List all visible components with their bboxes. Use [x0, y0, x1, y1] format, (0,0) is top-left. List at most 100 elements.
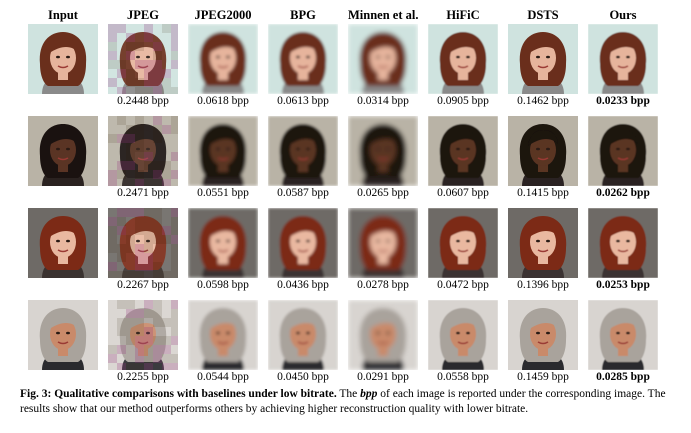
cell-row4-col2: 0.2255 bpp [108, 300, 178, 386]
caption-term: bpp [360, 388, 378, 400]
bpp-label: 0.2255 bpp [117, 371, 169, 383]
face-image [268, 208, 338, 278]
face-image [508, 300, 578, 370]
bpp-label: 0.0278 bpp [357, 279, 409, 291]
face-image [188, 116, 258, 186]
caption-text-2: of each image is reported under the corr… [20, 388, 666, 415]
cell-row2-col4: 0.0587 bpp [268, 116, 338, 202]
cell-row1-col3: 0.0618 bpp [188, 24, 258, 110]
caption-text-1: The [339, 388, 358, 400]
cell-row2-col7: 0.1415 bpp [508, 116, 578, 202]
column-header-3: JPEG2000 [194, 8, 252, 22]
cell-row4-col3: 0.0544 bpp [188, 300, 258, 386]
cell-row4-col1 [28, 300, 98, 386]
bpp-label: 0.0262 bpp [596, 187, 650, 199]
bpp-label: 0.0472 bpp [437, 279, 489, 291]
cell-row2-col1 [28, 116, 98, 202]
bpp-label: 0.0450 bpp [277, 371, 329, 383]
bpp-label: 0.0314 bpp [357, 95, 409, 107]
face-image [348, 116, 418, 186]
cell-row2-col3: 0.0551 bpp [188, 116, 258, 202]
bpp-label: 0.0265 bpp [357, 187, 409, 199]
face-image [108, 24, 178, 94]
bpp-label: 0.0905 bpp [437, 95, 489, 107]
bpp-label: 0.0253 bpp [596, 279, 650, 291]
face-image [588, 208, 658, 278]
bpp-label: 0.0436 bpp [277, 279, 329, 291]
cell-row1-col5: 0.0314 bpp [348, 24, 418, 110]
bpp-label: 0.0587 bpp [277, 187, 329, 199]
bpp-label: 0.0613 bpp [277, 95, 329, 107]
column-header-6: HiFiC [446, 8, 480, 22]
face-image [348, 24, 418, 94]
face-image [188, 24, 258, 94]
bpp-label: 0.1396 bpp [517, 279, 569, 291]
bpp-label [28, 94, 98, 110]
cell-row4-col6: 0.0558 bpp [428, 300, 498, 386]
face-image [108, 300, 178, 370]
face-image [268, 116, 338, 186]
face-image [588, 24, 658, 94]
face-image [28, 24, 98, 94]
cell-row3-col1 [28, 208, 98, 294]
cell-row4-col4: 0.0450 bpp [268, 300, 338, 386]
face-image [268, 300, 338, 370]
face-image [588, 116, 658, 186]
caption-title: Qualitative comparisons with baselines u… [54, 388, 337, 400]
face-image [428, 24, 498, 94]
cell-row3-col8: 0.0253 bpp [588, 208, 658, 294]
face-image [188, 208, 258, 278]
bpp-label: 0.0558 bpp [437, 371, 489, 383]
cell-row2-col2: 0.2471 bpp [108, 116, 178, 202]
face-image [268, 24, 338, 94]
face-image [428, 208, 498, 278]
cell-row3-col4: 0.0436 bpp [268, 208, 338, 294]
cell-row2-col5: 0.0265 bpp [348, 116, 418, 202]
column-header-5: Minnen et al. [348, 8, 419, 22]
bpp-label: 0.0544 bpp [197, 371, 249, 383]
cell-row2-col6: 0.0607 bpp [428, 116, 498, 202]
column-header-1: Input [48, 8, 78, 22]
cell-row2-col8: 0.0262 bpp [588, 116, 658, 202]
face-image [508, 116, 578, 186]
bpp-label [28, 278, 98, 294]
column-header-8: Ours [609, 8, 637, 22]
face-image [108, 116, 178, 186]
bpp-label: 0.0233 bpp [596, 95, 650, 107]
bpp-label [28, 370, 98, 386]
face-image [348, 300, 418, 370]
bpp-label: 0.1415 bpp [517, 187, 569, 199]
cell-row3-col5: 0.0278 bpp [348, 208, 418, 294]
face-image [28, 208, 98, 278]
cell-row4-col8: 0.0285 bpp [588, 300, 658, 386]
column-header-2: JPEG [127, 8, 159, 22]
face-image [28, 116, 98, 186]
face-image [188, 300, 258, 370]
cell-row4-col7: 0.1459 bpp [508, 300, 578, 386]
bpp-label: 0.0291 bpp [357, 371, 409, 383]
cell-row4-col5: 0.0291 bpp [348, 300, 418, 386]
cell-row3-col7: 0.1396 bpp [508, 208, 578, 294]
face-image [428, 300, 498, 370]
cell-row1-col8: 0.0233 bpp [588, 24, 658, 110]
cell-row3-col6: 0.0472 bpp [428, 208, 498, 294]
cell-row3-col3: 0.0598 bpp [188, 208, 258, 294]
cell-row1-col2: 0.2448 bpp [108, 24, 178, 110]
face-image [348, 208, 418, 278]
bpp-label: 0.0598 bpp [197, 279, 249, 291]
bpp-label: 0.1462 bpp [517, 95, 569, 107]
comparison-grid: Input JPEG JPEG2000 BPG Minnen et al. HiFiC DS… [28, 6, 658, 392]
cell-row1-col4: 0.0613 bpp [268, 24, 338, 110]
cell-row1-col1 [28, 24, 98, 110]
column-header-7: DSTS [527, 8, 559, 22]
cell-row3-col2: 0.2267 bpp [108, 208, 178, 294]
bpp-label [28, 186, 98, 202]
bpp-label: 0.0618 bpp [197, 95, 249, 107]
figure-caption: Fig. 3: Qualitative comparisons with bas… [20, 388, 666, 415]
bpp-label: 0.0551 bpp [197, 187, 249, 199]
caption-label: Fig. 3 [20, 388, 48, 400]
bpp-label: 0.0607 bpp [437, 187, 489, 199]
face-image [28, 300, 98, 370]
face-image [428, 116, 498, 186]
